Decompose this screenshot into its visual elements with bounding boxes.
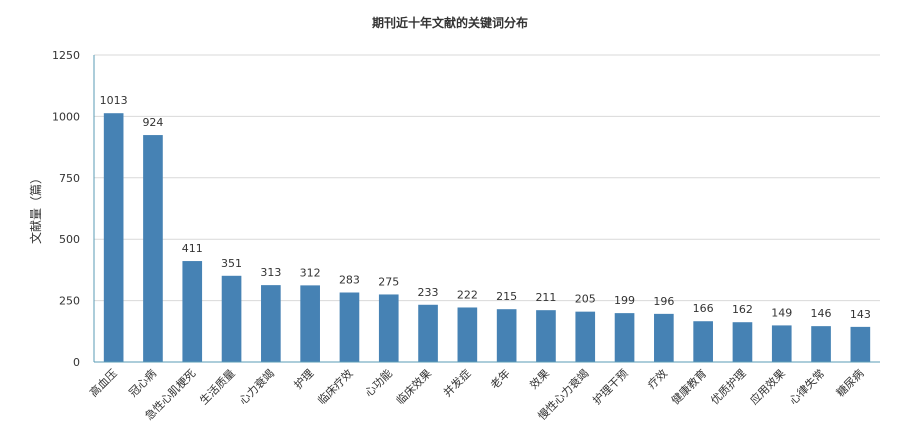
gridlines — [94, 54, 880, 302]
y-axis-label: 文献量（篇） — [28, 172, 43, 244]
y-tick-label: 750 — [59, 172, 80, 185]
data-label: 312 — [300, 266, 321, 279]
bar — [654, 313, 674, 362]
bar — [182, 261, 203, 362]
bar — [261, 285, 281, 362]
bar — [850, 326, 871, 362]
x-tick-label: 健康教育 — [668, 366, 709, 407]
data-label: 205 — [575, 293, 596, 306]
bar — [496, 309, 517, 362]
x-tick-label: 临床疗效 — [315, 366, 356, 407]
data-label: 199 — [614, 294, 635, 307]
y-tick-label: 1000 — [52, 110, 80, 123]
x-tick-label: 心功能 — [362, 366, 395, 399]
data-label: 196 — [653, 295, 674, 308]
bar — [378, 294, 399, 362]
bar — [457, 307, 478, 362]
bar — [339, 292, 360, 362]
y-tick-label: 250 — [59, 295, 80, 308]
bar — [221, 275, 242, 362]
x-tick-label: 心律失常 — [787, 367, 827, 407]
bar — [575, 311, 596, 362]
bar — [418, 304, 438, 362]
x-tick-label: 心力衰竭 — [236, 366, 277, 407]
x-tick-label: 临床效果 — [393, 366, 434, 407]
data-label: 143 — [850, 308, 871, 321]
x-tick-label: 高血压 — [87, 366, 120, 399]
x-tick-label: 护理 — [291, 366, 316, 391]
bar — [693, 321, 713, 362]
data-label: 149 — [771, 306, 792, 319]
x-tick-label: 糖尿病 — [833, 366, 866, 399]
data-label: 313 — [260, 266, 281, 279]
data-label: 166 — [693, 302, 714, 315]
y-tick-label: 500 — [59, 233, 80, 246]
data-label: 1013 — [100, 94, 128, 107]
bar — [536, 310, 556, 362]
bars — [103, 113, 871, 362]
bar — [771, 325, 792, 362]
bar — [614, 313, 635, 362]
data-label: 162 — [732, 303, 753, 316]
x-tick-label: 优质护理 — [708, 366, 749, 407]
x-tick-label: 生活质量 — [197, 366, 238, 407]
x-tick-label: 护理干预 — [590, 366, 631, 407]
x-tick-label: 老年 — [487, 366, 512, 391]
y-axis-ticks: 0 250 500 750 1000 1250 — [52, 49, 80, 369]
bar — [811, 326, 831, 362]
x-tick-label: 并发症 — [440, 366, 473, 399]
x-tick-label: 应用效果 — [747, 366, 788, 407]
chart-title: 期刊近十年文献的关键词分布 — [372, 15, 528, 30]
data-label: 275 — [378, 275, 399, 288]
data-label: 924 — [142, 116, 163, 129]
data-label: 215 — [496, 290, 517, 303]
y-tick-label: 1250 — [52, 49, 80, 62]
x-tick-label: 冠心病 — [126, 366, 159, 399]
data-label: 211 — [535, 291, 556, 304]
data-label: 146 — [811, 307, 832, 320]
data-labels: 1013 924 411 351 313 312 283 275 233 222 215 211 205… — [100, 94, 871, 321]
data-label: 222 — [457, 288, 478, 301]
data-label: 283 — [339, 273, 360, 286]
data-label: 351 — [221, 257, 242, 270]
bar — [143, 135, 163, 362]
x-tick-label: 效果 — [527, 366, 552, 391]
bar — [300, 285, 320, 362]
data-label: 233 — [418, 286, 439, 299]
bar — [732, 322, 753, 362]
x-tick-label: 疗效 — [645, 366, 670, 391]
y-tick-label: 0 — [73, 356, 80, 369]
data-label: 411 — [182, 242, 203, 255]
bar — [103, 113, 124, 362]
